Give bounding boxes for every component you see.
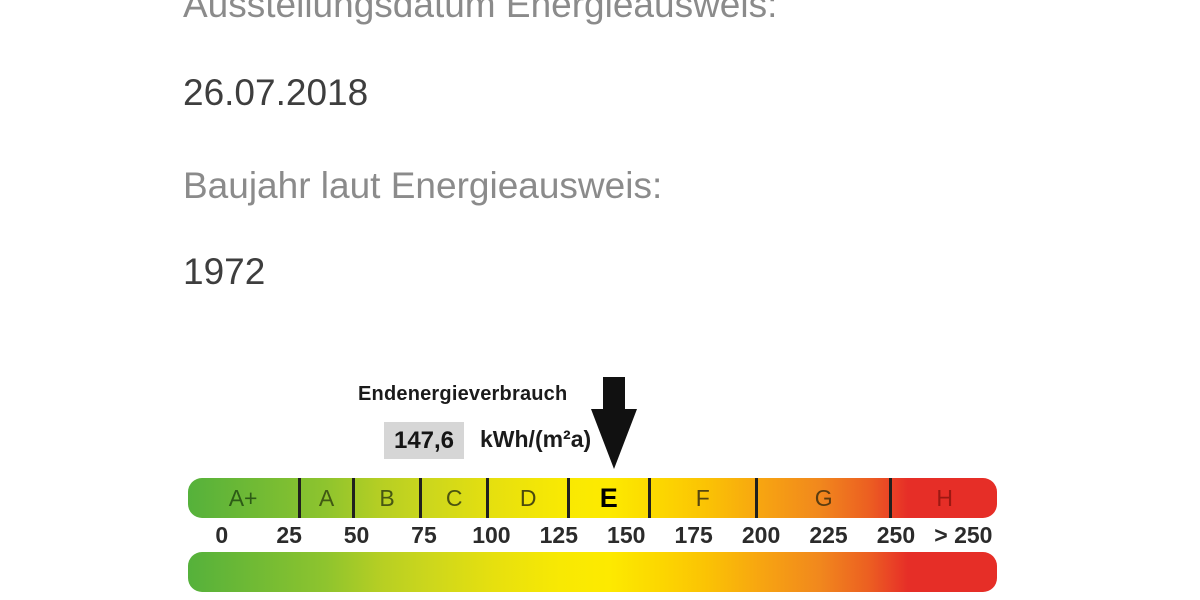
tick-label: 75	[411, 521, 437, 548]
tick-label: 200	[741, 521, 781, 548]
energy-gradient-bar	[188, 552, 997, 592]
tick-label: 0	[215, 521, 229, 548]
tick-label: 125	[539, 521, 578, 548]
scale-tick-labels: 0 25 50 75 100 125 150 175 200 225 250 > 250	[188, 518, 997, 552]
class-band-b: B	[351, 478, 419, 518]
tick-label: 25	[276, 521, 302, 548]
class-band-c: C	[419, 478, 486, 518]
efficiency-class-bar: A+ A B C D E F G H	[188, 478, 997, 518]
class-band-g: G	[755, 478, 889, 518]
consumption-unit: kWh/(m²a)	[480, 426, 592, 452]
issue-date-value: 26.07.2018	[183, 72, 369, 113]
tick-label: 225	[809, 521, 848, 548]
tick-label: 50	[343, 521, 370, 548]
value-marker-arrow-icon	[591, 377, 638, 474]
tick-label: 175	[674, 521, 713, 548]
construction-year-value: 1972	[183, 251, 266, 292]
tick-label: 250	[876, 521, 916, 548]
construction-year-label: Baujahr laut Energieausweis:	[183, 165, 663, 206]
class-band-a: A	[298, 478, 352, 518]
tick-label: 150	[607, 521, 646, 548]
class-band-a+: A+	[228, 484, 258, 511]
energy-consumption-gauge: Endenergieverbrauch 147,6 kWh/(m²a) A+ A B…	[188, 375, 997, 592]
chart-title: Endenergieverbrauch	[358, 383, 568, 405]
class-band-h: H	[889, 478, 997, 518]
tick-label: > 250	[934, 521, 993, 548]
class-band-d: D	[486, 478, 567, 518]
class-band-e: E	[566, 478, 648, 518]
class-band-f: F	[647, 478, 756, 518]
consumption-value-box: 147,6	[384, 422, 464, 459]
issue-date-label: Ausstellungsdatum Energieausweis:	[183, 0, 778, 25]
tick-label: 100	[472, 521, 511, 548]
